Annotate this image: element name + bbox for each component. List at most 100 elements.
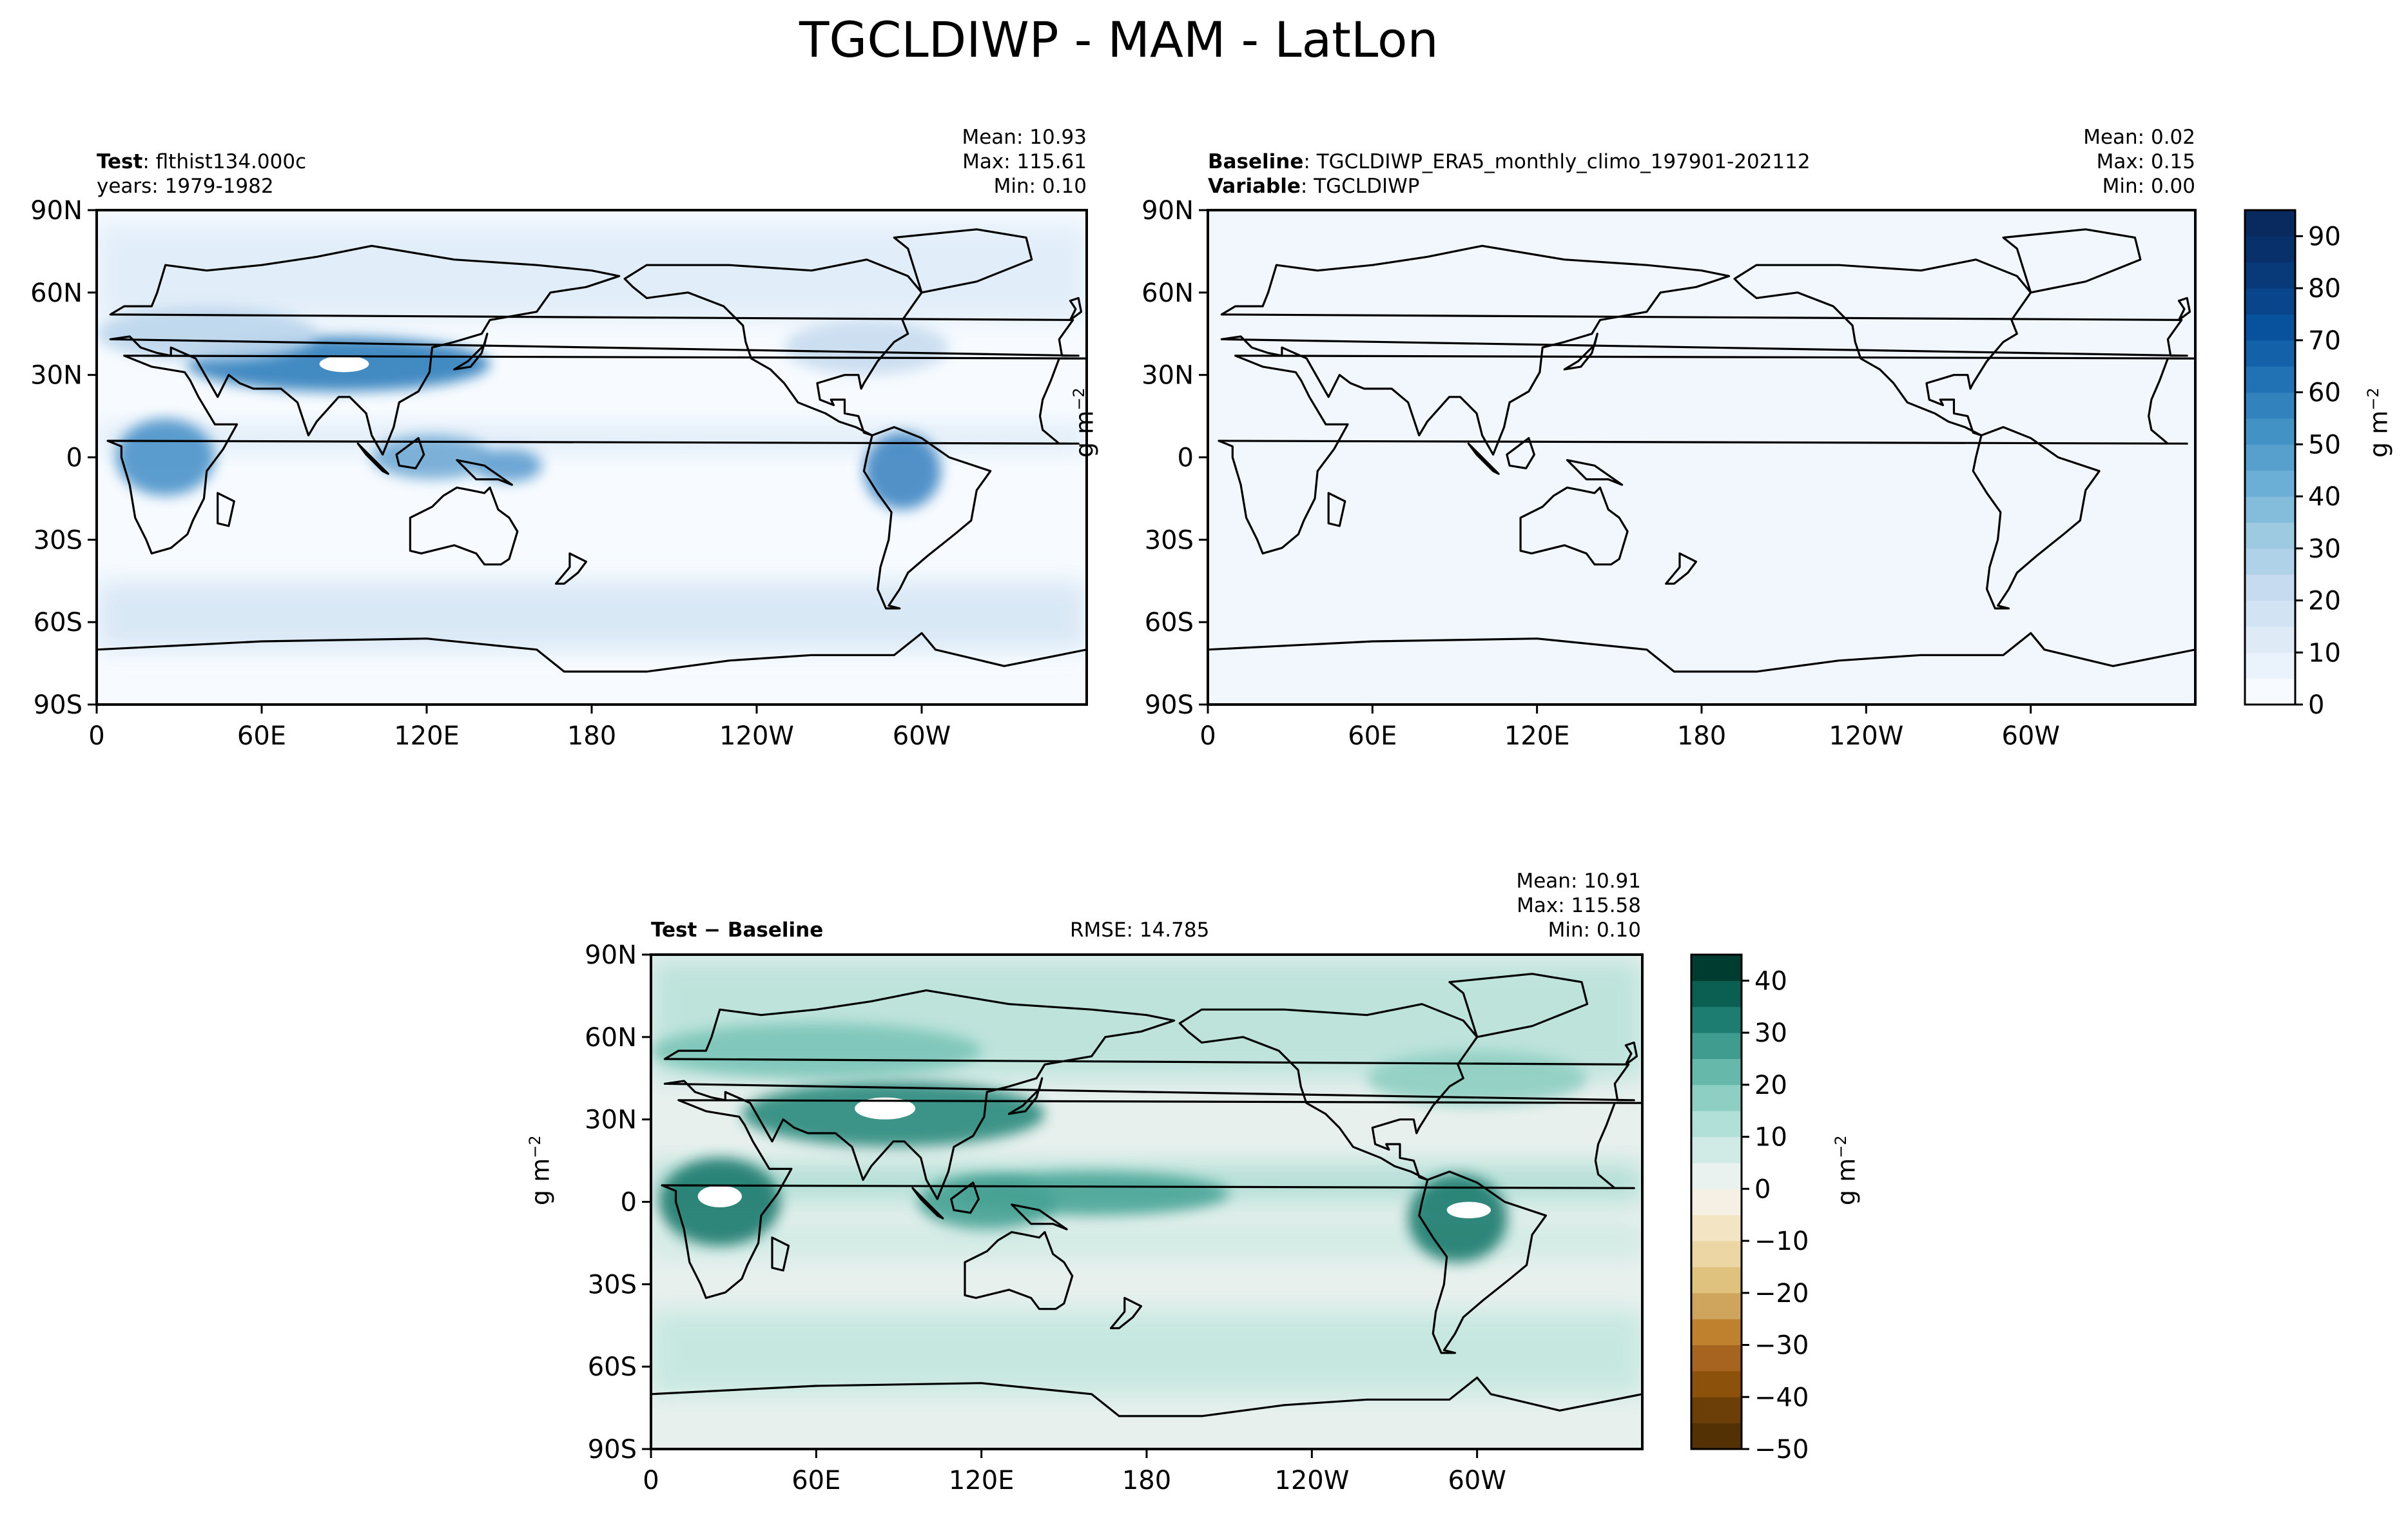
y-tick-label: 90N [585, 940, 637, 970]
y-tick-label: 30N [1141, 361, 1194, 391]
y-tick-label: 30S [1145, 525, 1194, 555]
colorbar-segment [1691, 1214, 1742, 1241]
colorbar-tick-label: −50 [1754, 1435, 1809, 1464]
colorbar-segment [2245, 444, 2295, 471]
x-tick-label: 60E [237, 721, 286, 751]
x-tick-label: 0 [88, 721, 104, 751]
colorbar-tick-label: 30 [2308, 534, 2341, 564]
colorbar-tick-label: 70 [2308, 326, 2341, 356]
coastline [663, 989, 1635, 1200]
colorbar-segment [2245, 574, 2295, 601]
colorbar-segment [1691, 1189, 1742, 1216]
coastline [1178, 1003, 1479, 1182]
colorbar-tick-label: −20 [1754, 1279, 1809, 1309]
field-feature [864, 433, 941, 510]
colorbar-segment [2245, 288, 2295, 315]
x-tick-label: 60E [791, 1466, 840, 1495]
colorbar-tick-label: 20 [2308, 587, 2341, 616]
field-band [97, 224, 1087, 320]
field-feature [476, 449, 543, 482]
baseline-variable-name: TGCLDIWP [1314, 175, 1420, 198]
field-band [651, 1311, 1642, 1394]
x-tick-label: 180 [567, 721, 616, 751]
map-panel-2: 0 60E 120E 180 120W 60W 90N 60N 30N 0 30S 60S 90S [585, 940, 1644, 1495]
colorbar-tick-label: 40 [2308, 482, 2341, 512]
colorbar-segment [1691, 1058, 1742, 1085]
coastline [2177, 297, 2191, 321]
colorbar-tick-label: −10 [1754, 1227, 1809, 1256]
y-tick-label: 30N [30, 361, 83, 391]
colorbar-segment [2245, 340, 2295, 367]
colorbar-frame [1690, 953, 1743, 1450]
coastline [862, 425, 992, 610]
coastline [1418, 1170, 1548, 1354]
coastline [1519, 486, 1629, 566]
coastline [106, 355, 1087, 555]
diff-label: Test − Baseline [651, 919, 824, 942]
coastline [771, 1236, 790, 1272]
coastline [1506, 437, 1535, 470]
y-tick-label: 0 [621, 1188, 637, 1218]
x-tick-label: 180 [1122, 1466, 1171, 1495]
coastline [97, 632, 1087, 705]
colorbar-tick-label: 10 [1754, 1123, 1787, 1153]
field-feature [97, 306, 317, 362]
map-panel-0: 0 60E 120E 180 120W 60W 90N 60N 30N 0 30S 60S 90S [30, 196, 1088, 751]
colorbar-segment [2245, 236, 2295, 263]
test-case-name: flthist134.000c [155, 150, 307, 173]
field-band [97, 424, 1087, 452]
y-tick-label: 60S [1145, 608, 1194, 637]
coastline [964, 1231, 1074, 1310]
colorbar-segment [1691, 1423, 1742, 1450]
difference-colorbar: 40 30 20 10 0 −10 −20 −30 −40 −50 [1690, 953, 1809, 1464]
colorbar-segment [1691, 955, 1742, 981]
map-field-1 [1208, 210, 2195, 705]
field-feature [371, 435, 493, 480]
y-tick-label: 0 [1178, 443, 1194, 473]
colorbar-segment [2245, 548, 2295, 575]
colorbar-tick-label: 50 [2308, 430, 2341, 460]
field-feature [918, 1174, 1056, 1230]
colorbar-tick-label: 40 [1754, 966, 1787, 996]
field-feature [115, 418, 215, 496]
colorbar-segment [2245, 496, 2295, 523]
x-tick-label: 0 [1199, 721, 1216, 751]
coastline [217, 492, 235, 527]
colorbar-segment [2245, 678, 2295, 705]
coastline [1733, 258, 2032, 437]
colorbar-segment [1691, 1267, 1742, 1294]
field-missing [319, 355, 369, 373]
coastline [1007, 1077, 1044, 1115]
map-field-2 [651, 955, 1642, 1449]
colorbar-tick-label: 30 [1754, 1018, 1787, 1048]
coastline [1624, 1041, 1638, 1066]
coastline [395, 437, 425, 470]
colorbar-segment [1691, 1162, 1742, 1189]
coastline [911, 1187, 944, 1220]
coastline [2002, 228, 2142, 294]
x-tick-label: 120E [394, 721, 460, 751]
test-label-key: Test [97, 150, 143, 173]
x-tick-label: 60E [1348, 721, 1397, 751]
x-tick-label: 120W [1274, 1466, 1349, 1495]
diff-max: Max: 115.58 [1517, 894, 1641, 917]
x-tick-label: 60W [2001, 721, 2059, 751]
test-mean: Mean: 10.93 [962, 126, 1087, 149]
colorbar-segment [1691, 1319, 1742, 1346]
y-tick-label: 60N [585, 1023, 637, 1053]
x-tick-label: 120W [1829, 721, 1903, 751]
baseline-mean: Mean: 0.02 [2083, 126, 2195, 149]
colorbar-segment [1691, 1033, 1742, 1059]
colorbar-tick-label: 0 [1754, 1174, 1771, 1204]
field-missing [855, 1097, 916, 1120]
diff-mean: Mean: 10.91 [1516, 870, 1641, 893]
coastline [453, 333, 489, 371]
colorbar-segment [1691, 1370, 1742, 1397]
colorbar-segment [1691, 1084, 1742, 1111]
colorbar-tick-label: 0 [2308, 690, 2324, 720]
x-tick-label: 120E [949, 1466, 1015, 1495]
coastline [1327, 492, 1346, 527]
colorbar-tick-label: 90 [2308, 222, 2341, 251]
colorbar-segment [2245, 652, 2295, 679]
